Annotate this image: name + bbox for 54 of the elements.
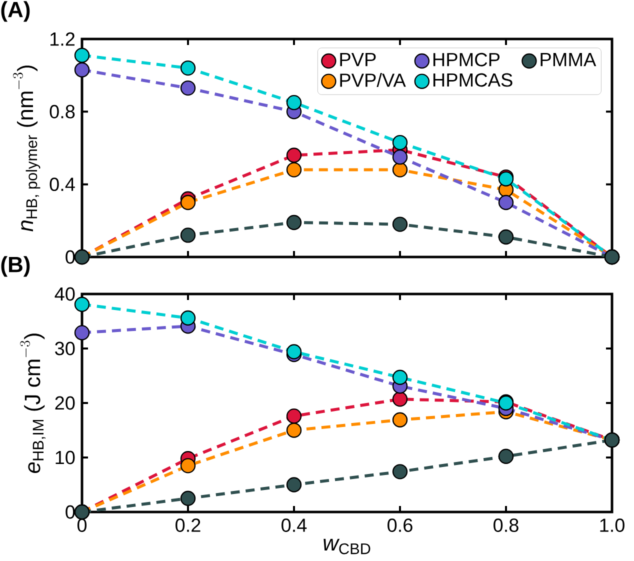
x-tick-label: 0.4	[282, 518, 307, 532]
point	[286, 477, 302, 493]
point	[74, 48, 90, 64]
y-tick-label: 30	[55, 342, 75, 356]
point	[392, 150, 408, 165]
point	[392, 216, 408, 232]
point	[180, 490, 196, 506]
point	[74, 296, 90, 312]
point	[180, 310, 196, 326]
point	[180, 80, 196, 96]
point	[286, 344, 302, 360]
y-tick-label: 1.2	[50, 32, 75, 46]
point	[180, 228, 196, 244]
point	[286, 215, 302, 230]
text: (B)	[1, 256, 30, 277]
point	[286, 95, 302, 110]
point	[180, 195, 196, 210]
point	[180, 458, 196, 474]
point	[498, 195, 514, 210]
x-tick-label: 1.0	[600, 518, 624, 532]
legend-label: HPMCAS	[433, 73, 512, 87]
legend-label: PVP	[340, 53, 376, 66]
point	[286, 422, 302, 438]
point	[392, 464, 408, 480]
point	[74, 62, 90, 78]
y-axis-title: $\textit{n}_{\text{HB, polymer}}\text{ (nm}^{-3}\text{)}$	[13, 66, 40, 232]
x-tick-label: 0.6	[388, 518, 412, 532]
point	[180, 60, 196, 76]
y-tick-label: 0	[66, 250, 75, 264]
y-tick-label: 0.4	[50, 178, 75, 192]
x-tick-label: 0.8	[494, 518, 518, 532]
point	[392, 162, 408, 178]
y-axis-title: $\textit{e}_{\text{HB,IM}}\text{ (J cm}^{-3}\text{)}$	[20, 334, 46, 474]
point	[392, 392, 408, 407]
y-tick-label: 0.8	[50, 105, 75, 119]
point	[74, 325, 90, 341]
point	[498, 230, 514, 245]
legend-label: PVP/VA	[340, 73, 406, 88]
point	[392, 135, 408, 150]
point	[392, 370, 408, 386]
point	[286, 148, 302, 164]
x-tick-label: 0.2	[176, 518, 200, 532]
x-axis-title: $\textit{w}_{\text{CBD}}$	[324, 539, 370, 554]
y-tick-label: 20	[55, 396, 75, 410]
y-tick-label: 10	[56, 450, 75, 464]
y-tick-label: 0	[66, 505, 75, 519]
legend-label: HPMCP	[433, 53, 500, 67]
point	[392, 412, 408, 428]
point	[286, 408, 302, 424]
legend-label: PMMA	[540, 53, 596, 66]
point	[286, 162, 302, 178]
y-tick-label: 40	[54, 287, 75, 301]
point	[498, 449, 514, 464]
text: (A)	[1, 1, 30, 22]
